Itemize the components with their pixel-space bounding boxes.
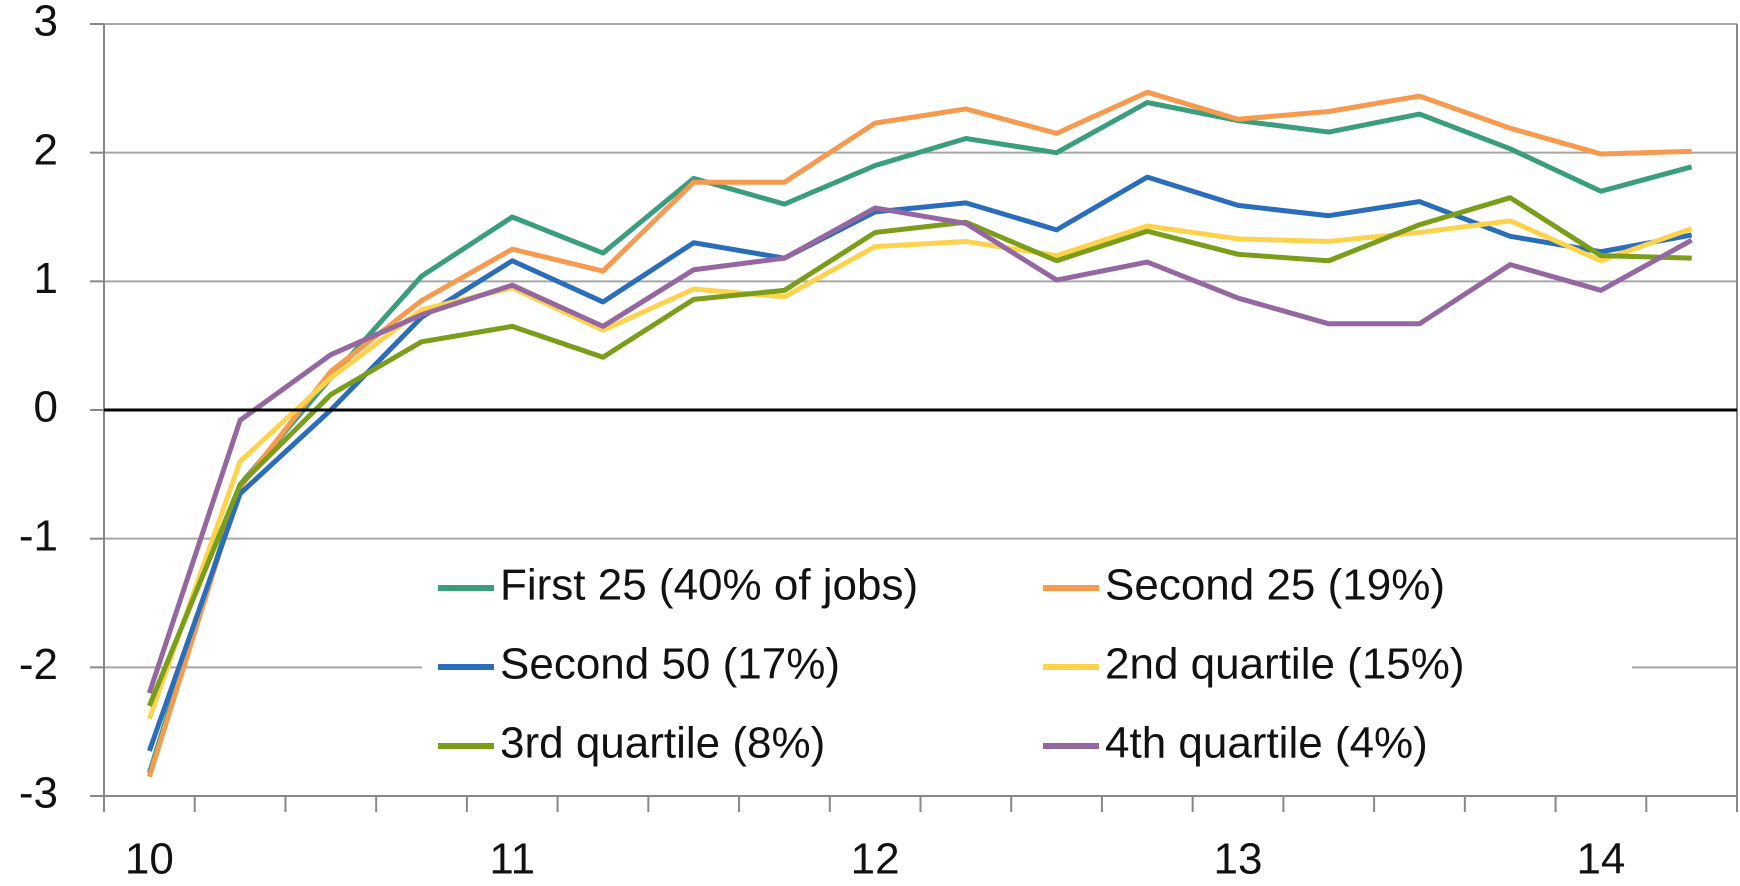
series-line — [147, 195, 1692, 707]
y-tick-label: 1 — [34, 254, 58, 303]
y-tick-label: 0 — [34, 383, 58, 432]
legend-label: Second 50 (17%) — [500, 640, 840, 689]
x-tick-label: 14 — [1576, 835, 1625, 884]
legend-box — [422, 560, 1632, 780]
x-tick-label: 10 — [125, 835, 174, 884]
legend-label: 3rd quartile (8%) — [500, 719, 825, 768]
legend-label: First 25 (40% of jobs) — [500, 561, 918, 610]
series-line — [146, 205, 1693, 694]
y-tick-label: -1 — [19, 511, 58, 560]
legend-label: 2nd quartile (15%) — [1105, 640, 1465, 689]
legend-label: Second 25 (19%) — [1105, 561, 1445, 610]
series-line — [146, 89, 1692, 778]
y-tick-label: 2 — [34, 125, 58, 174]
legend-label: 4th quartile (4%) — [1105, 719, 1428, 768]
series-line — [146, 99, 1693, 774]
y-tick-label: 3 — [34, 0, 58, 46]
series-line — [147, 174, 1693, 752]
y-tick-label: -3 — [19, 769, 58, 818]
y-tick-label: -2 — [19, 640, 58, 689]
x-tick-label: 13 — [1214, 835, 1263, 884]
x-tick-label: 11 — [489, 835, 535, 884]
x-tick-label: 12 — [851, 835, 900, 884]
